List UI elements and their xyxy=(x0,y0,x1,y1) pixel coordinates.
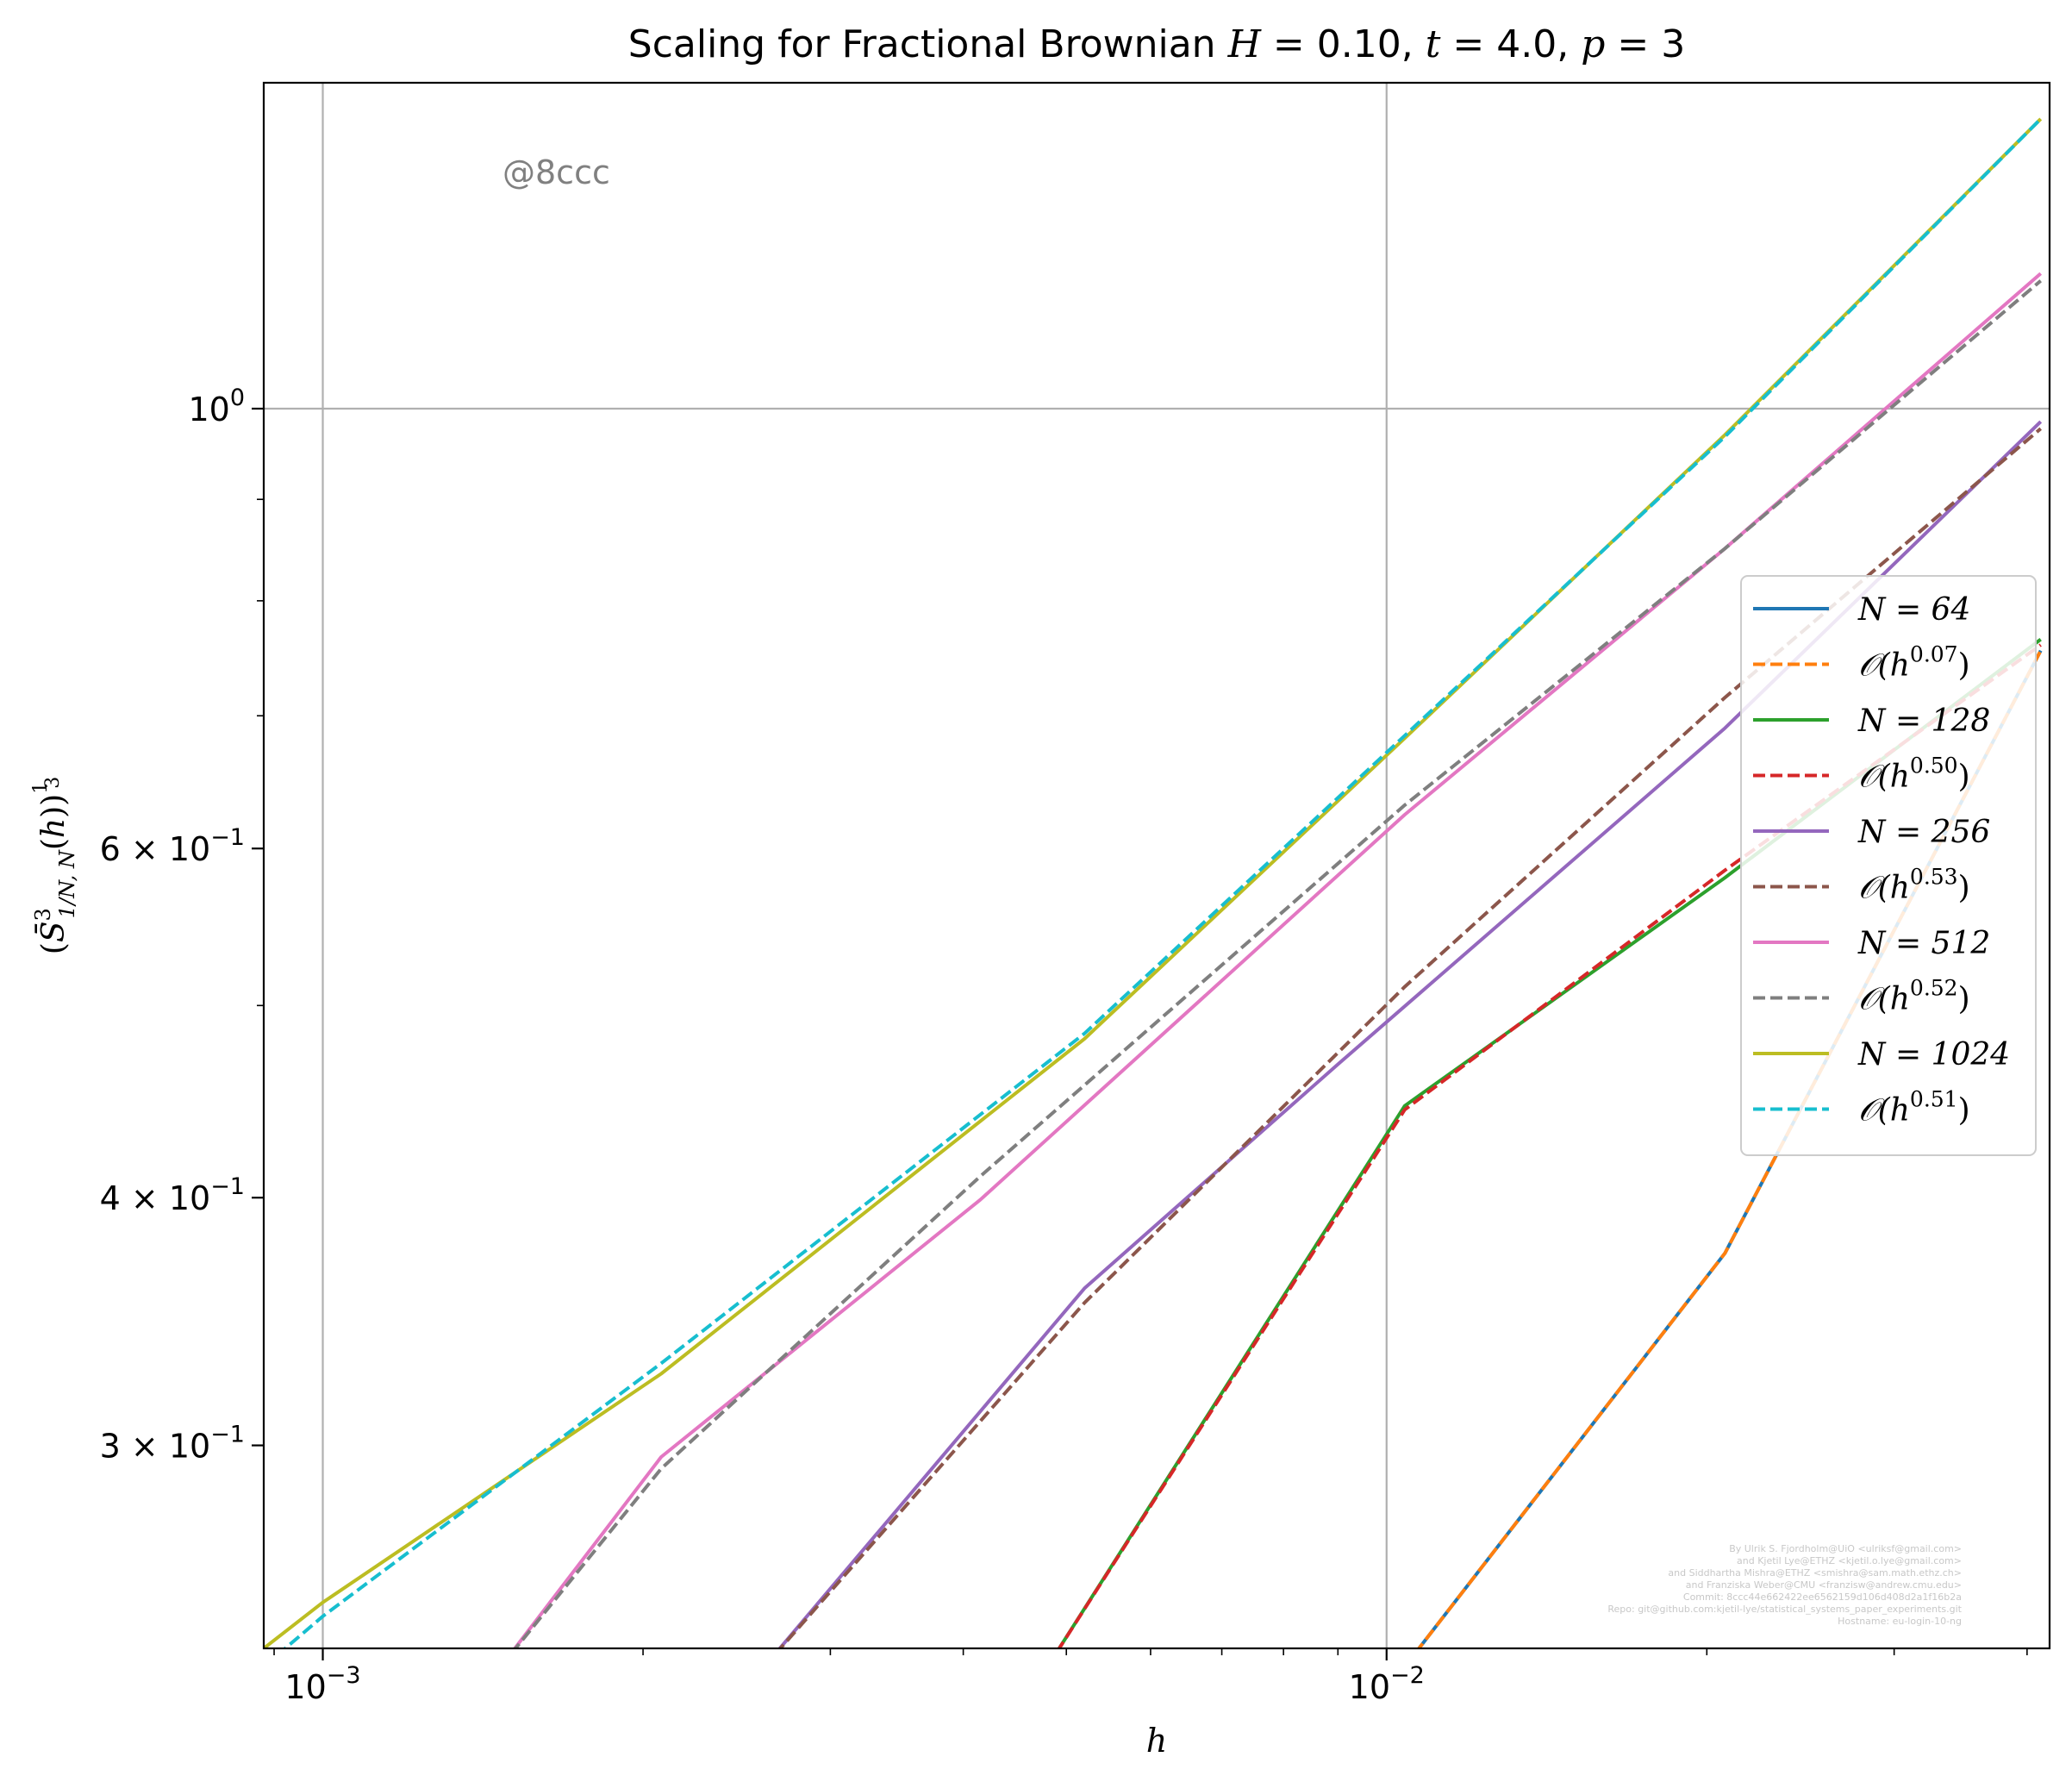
watermark-line: Hostname: eu-login-10-ng xyxy=(1838,1616,1962,1627)
watermark-line: and Siddhartha Mishra@ETHZ <smishra@sam.… xyxy=(1668,1567,1962,1579)
legend-label: 𝒪(h0.51) xyxy=(1858,1087,1970,1129)
chart-title: Scaling for Fractional Brownian H = 0.10… xyxy=(628,22,1685,66)
series-line-10 xyxy=(282,117,2043,1648)
watermark-line: Commit: 8ccc44e662422ee6562159d106d408d2… xyxy=(1683,1591,1962,1603)
legend-label: 𝒪(h0.53) xyxy=(1858,865,1970,906)
legend-label: N = 64 xyxy=(1857,592,1970,628)
series-line-9 xyxy=(264,117,2043,1648)
x-axis-label: h xyxy=(1146,1722,1167,1760)
watermark-line: By Ulrik S. Fjordholm@UiO <ulriksf@gmail… xyxy=(1729,1543,1962,1554)
legend-label: 𝒪(h0.52) xyxy=(1858,976,1970,1017)
y-axis-ticks: 3 × 10−1 4 × 10−1 6 × 10−1 100 xyxy=(100,385,264,1466)
series-line-4 xyxy=(1057,643,2042,1648)
watermark-text: By Ulrik S. Fjordholm@UiO <ulriksf@gmail… xyxy=(1607,1543,1962,1627)
y-tick-label: 100 xyxy=(188,385,245,428)
legend: N = 64 𝒪(h0.07) N = 128 𝒪(h0.50) N = 256 𝒪(h0… xyxy=(1740,575,2037,1156)
legend-label: N = 512 xyxy=(1857,926,1990,961)
svg-text:(S̄31/N, N(h))13: (S̄31/N, N(h))13 xyxy=(30,777,79,954)
legend-label: 𝒪(h0.50) xyxy=(1858,753,1970,795)
watermark-line: and Franziska Weber@CMU <franzisw@andrew… xyxy=(1686,1579,1962,1591)
watermark-line: Repo: git@github.com:kjetil-lye/statisti… xyxy=(1607,1604,1962,1615)
y-tick-label: 3 × 10−1 xyxy=(100,1422,245,1466)
axes-frame xyxy=(262,81,2051,1650)
x-tick-label: 10−3 xyxy=(284,1662,360,1706)
legend-label: N = 128 xyxy=(1857,703,1990,739)
legend-label: 𝒪(h0.07) xyxy=(1858,642,1970,684)
series-line-8 xyxy=(513,279,2042,1648)
y-axis-label: (S̄31/N, N(h))13 xyxy=(30,777,79,954)
legend-label: N = 256 xyxy=(1857,815,1990,850)
y-tick-label: 6 × 10−1 xyxy=(100,824,245,868)
legend-label: N = 1024 xyxy=(1857,1037,2010,1072)
x-axis-ticks: 10−3 10−2 xyxy=(273,1648,2028,1706)
x-tick-label: 10−2 xyxy=(1349,1662,1425,1706)
annotation-tag: @8ccc xyxy=(502,153,610,191)
y-tick-label: 4 × 10−1 xyxy=(100,1173,245,1217)
watermark-line: and Kjetil Lye@ETHZ <kjetil.o.lye@gmail.… xyxy=(1737,1555,1962,1566)
